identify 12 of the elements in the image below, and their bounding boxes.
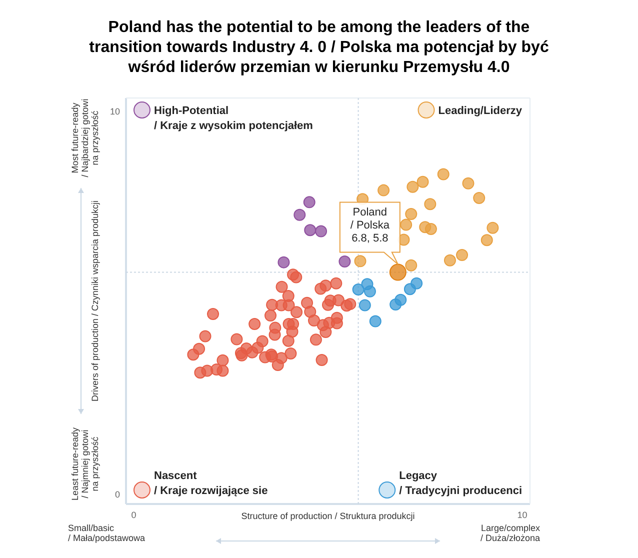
chart-title: Poland has the potential to be among the leaders of the transition towards Industry 4. 0 / Polska ma potencjał by być wśród liderów przemian w kierunku Przemysłu 4.0 [89,19,549,76]
text: Small/basic / Mała/podstawowa [68,523,146,543]
y-axis-title: Drivers of production / Czynniki wsparcia produkcji [90,200,100,402]
legend-label: Legacy / Tradycyjni producenci [399,470,522,497]
legend-label: High-Potential / Kraje z wysokim potencjałem [154,105,314,132]
legend-label: Leading/Liderzy [438,105,523,117]
text: Most future-ready / Najbardziej gotowi na przyszłość [70,98,100,178]
annotation: Poland / Polska 6.8, 5.8 [350,206,390,244]
x-axis-title: Structure of production / Struktura produkcji [241,511,415,521]
legend-label: Nascent / Kraje rozwijające sie [154,470,268,497]
text: Large/complex / Duża/złożona [480,523,540,543]
text: Least future-ready / Najmniej gotowi na przyszłość [70,426,100,501]
